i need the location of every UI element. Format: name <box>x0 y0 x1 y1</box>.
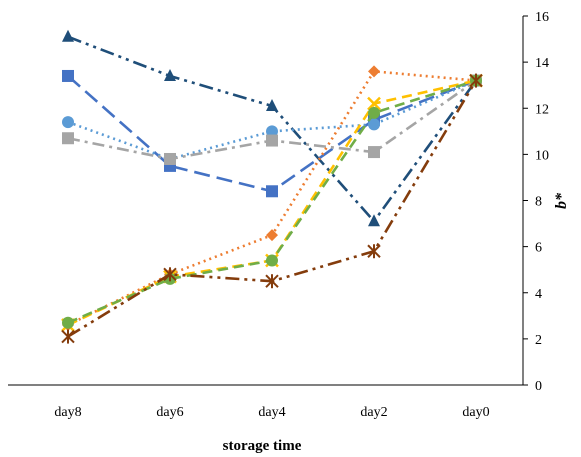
series-line <box>67 79 477 161</box>
y-tick-label: 0 <box>535 379 542 394</box>
series-7 <box>62 74 482 329</box>
data-point <box>164 68 176 81</box>
x-tick-label: day6 <box>156 405 183 420</box>
x-tick-label: day8 <box>54 405 81 420</box>
data-point <box>266 134 278 147</box>
marker-circle <box>368 118 380 131</box>
y-tick-label: 6 <box>535 241 542 256</box>
data-point <box>61 329 75 344</box>
marker-square <box>62 69 74 82</box>
y-axis-title: b* <box>553 192 570 209</box>
series-line <box>67 79 478 338</box>
data-point <box>62 69 74 82</box>
series-3 <box>62 74 482 165</box>
series-layer <box>61 29 483 344</box>
x-axis-title: storage time <box>223 438 302 454</box>
marker-square <box>368 146 380 159</box>
data-point <box>266 98 278 111</box>
data-point <box>164 152 176 165</box>
marker-diamond <box>368 65 380 78</box>
marker-circle <box>266 125 278 138</box>
data-point <box>368 106 380 119</box>
data-point <box>266 254 278 267</box>
y-tick-label: 12 <box>535 102 549 117</box>
marker-square <box>62 132 74 145</box>
series-4 <box>62 74 482 165</box>
y-tick-label: 16 <box>535 10 549 25</box>
data-point <box>266 125 278 138</box>
data-point <box>62 316 74 329</box>
data-point <box>367 96 381 111</box>
marker-circle <box>368 106 380 119</box>
y-tick-label: 8 <box>535 195 542 210</box>
data-point <box>62 116 74 129</box>
x-tick-label: day2 <box>360 405 387 420</box>
marker-x-stroke <box>367 96 381 111</box>
data-point <box>266 229 278 242</box>
series-line <box>67 79 477 161</box>
data-point <box>368 118 380 131</box>
marker-circle <box>266 254 278 267</box>
y-tick-label: 14 <box>535 56 549 71</box>
data-point <box>266 185 278 198</box>
marker-square <box>266 134 278 147</box>
data-point <box>469 73 483 88</box>
data-point <box>368 214 380 227</box>
data-point <box>368 65 380 78</box>
series-6 <box>61 73 483 332</box>
marker-triangle <box>62 29 74 42</box>
series-8 <box>61 73 483 344</box>
data-point <box>368 146 380 159</box>
y-tick-label: 2 <box>535 333 542 348</box>
marker-circle <box>62 116 74 129</box>
data-point <box>62 29 74 42</box>
marker-square <box>164 152 176 165</box>
axes <box>8 15 528 386</box>
marker-triangle <box>368 214 380 227</box>
x-tick-label: day0 <box>462 405 489 420</box>
data-point <box>62 132 74 145</box>
marker-square <box>266 185 278 198</box>
y-tick-label: 4 <box>535 287 542 302</box>
marker-circle <box>62 316 74 329</box>
marker-triangle <box>266 98 278 111</box>
data-point <box>265 274 279 289</box>
y-tick-label: 10 <box>535 148 549 163</box>
labels: 0 2 4 6 8 10 12 14 16 day8 day6 day4 day2 day0 storage… <box>54 10 570 454</box>
x-tick-label: day4 <box>258 405 285 420</box>
marker-triangle <box>164 68 176 81</box>
series-line <box>67 79 477 327</box>
data-point <box>367 244 381 259</box>
marker-diamond <box>266 229 278 242</box>
data-point <box>163 267 177 282</box>
